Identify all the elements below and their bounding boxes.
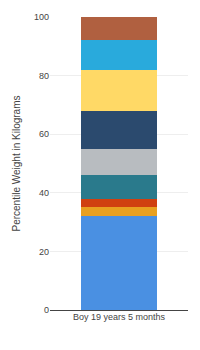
- svg-text:60: 60: [39, 129, 49, 139]
- svg-text:20: 20: [39, 247, 49, 257]
- svg-text:Boy 19 years 5 months: Boy 19 years 5 months: [73, 312, 166, 322]
- svg-text:100: 100: [34, 12, 49, 22]
- svg-text:80: 80: [39, 71, 49, 81]
- svg-text:Percentile Weight in Kilograms: Percentile Weight in Kilograms: [11, 96, 22, 232]
- svg-text:40: 40: [39, 188, 49, 198]
- svg-text:0: 0: [44, 305, 49, 315]
